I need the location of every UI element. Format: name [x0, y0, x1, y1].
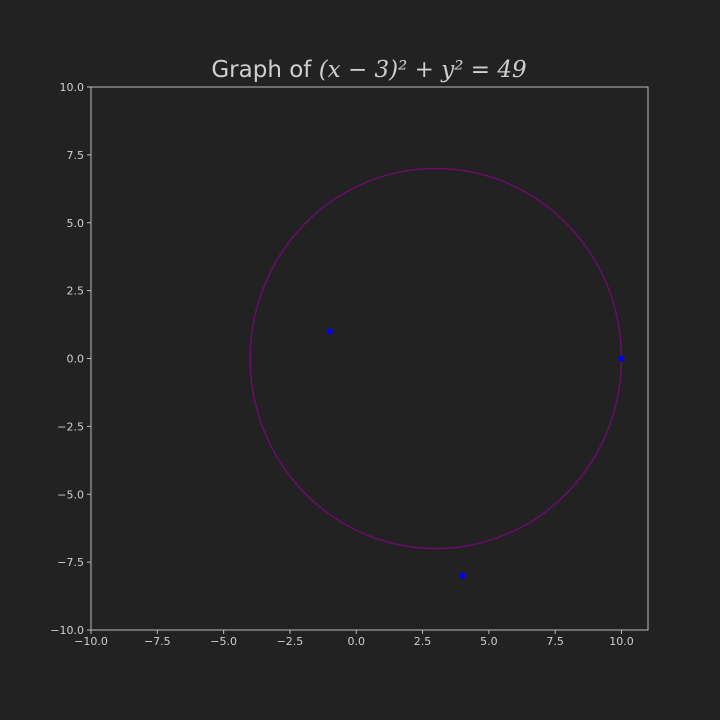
chart-title: Graph of (x − 3)² + y² = 49 — [211, 57, 526, 83]
x-tick-label: 2.5 — [414, 635, 432, 648]
data-point-1 — [326, 328, 333, 335]
axes-frame — [90, 86, 649, 631]
x-tick-label: −5.0 — [210, 635, 237, 648]
x-tick-label: −7.5 — [144, 635, 171, 648]
y-tick-label: 7.5 — [67, 149, 85, 162]
x-tick-label: −10.0 — [74, 635, 108, 648]
y-tick-label: −7.5 — [57, 556, 84, 569]
data-point-3 — [459, 572, 466, 579]
x-tick-label: 7.5 — [546, 635, 564, 648]
y-tick-label: 5.0 — [67, 217, 85, 230]
chart-title-prefix: Graph of — [211, 57, 318, 83]
x-tick-label: 0.0 — [347, 635, 365, 648]
chart-title-equation: (x − 3)² + y² = 49 — [319, 57, 527, 83]
x-tick-label: 5.0 — [480, 635, 498, 648]
data-point-2 — [618, 355, 625, 362]
y-tick-label: 0.0 — [67, 353, 85, 366]
y-tick-label: −2.5 — [57, 420, 84, 433]
x-tick-label: −2.5 — [277, 635, 304, 648]
x-axis: −10.0 −7.5 −5.0 −2.5 0.0 2.5 5.0 7.5 10.0 — [74, 630, 634, 648]
y-tick-label: −10.0 — [50, 624, 84, 637]
plot-area — [249, 167, 625, 579]
y-tick-label: 10.0 — [60, 81, 85, 94]
y-tick-label: −5.0 — [57, 488, 84, 501]
y-tick-label: 2.5 — [67, 285, 85, 298]
y-axis: 10.0 7.5 5.0 2.5 0.0 −2.5 −5.0 −7.5 −10.0 — [50, 81, 91, 637]
x-tick-label: 10.0 — [609, 635, 634, 648]
